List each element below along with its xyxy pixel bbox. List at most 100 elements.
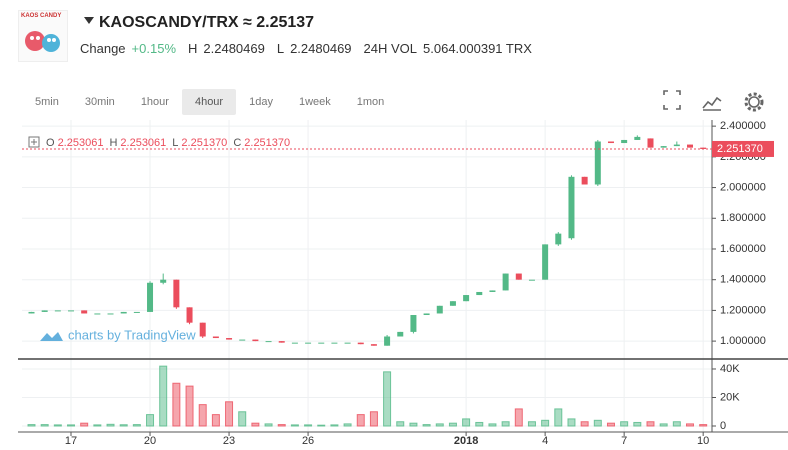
volume-bar	[40, 424, 49, 427]
volume-tick-label: 40K	[720, 363, 740, 375]
candle-body	[291, 342, 298, 344]
interval-button[interactable]: 1mon	[356, 96, 385, 108]
collapse-icon[interactable]	[28, 136, 40, 148]
pair-title[interactable]: KAOSCANDY/TRX ≈ 2.25137	[84, 14, 314, 32]
volume-bar	[251, 422, 260, 427]
candle-body	[81, 310, 88, 314]
volume-bar	[606, 422, 615, 427]
volume-bar	[527, 421, 536, 427]
ohlc-value: 2.251370	[244, 137, 290, 149]
volume-bar	[172, 382, 181, 427]
volume-bar	[67, 424, 76, 427]
candle-body	[357, 342, 364, 345]
candle-body	[278, 341, 285, 343]
candle-body	[305, 342, 312, 344]
candle-body	[634, 136, 641, 140]
volume-bar	[146, 414, 155, 427]
candle-body	[28, 311, 35, 314]
candle-body	[68, 310, 75, 312]
candle-body	[384, 336, 391, 346]
volume-bar	[53, 424, 62, 427]
x-tick-label: 26	[302, 435, 314, 447]
y-tick-label: 2.000000	[720, 181, 766, 193]
stat-value: +0.15%	[131, 41, 176, 56]
volume-bar	[290, 424, 299, 427]
volume-bar	[159, 365, 168, 427]
candle-body	[199, 322, 206, 337]
candle-body	[647, 138, 654, 148]
interval-button[interactable]: 1week	[298, 96, 331, 108]
volume-bar	[435, 423, 444, 427]
watermark-logo	[40, 332, 63, 341]
interval-button[interactable]: 30min	[84, 96, 115, 108]
stat-value: 2.2480469	[203, 41, 265, 56]
volume-bar	[462, 418, 471, 427]
candle-body	[54, 310, 61, 312]
y-tick-label: 1.800000	[720, 212, 766, 224]
collapse-icon-plus	[31, 139, 37, 145]
interval-button[interactable]: 5min	[35, 96, 59, 108]
stat-label: H	[188, 41, 198, 56]
volume-bar	[422, 424, 431, 427]
stat-label: L	[276, 41, 285, 56]
volume-bar	[501, 421, 510, 427]
volume-bar	[119, 424, 128, 427]
logo: KAOS CANDY	[18, 10, 68, 62]
candle-body	[555, 233, 562, 245]
candle-body	[173, 279, 180, 308]
candle-body	[528, 279, 535, 281]
volume-bar	[211, 414, 220, 427]
volume-bar	[198, 404, 207, 427]
volume-bar	[356, 414, 365, 427]
y-tick-label: 1.000000	[720, 335, 766, 347]
interval-button[interactable]: 1day	[249, 96, 273, 108]
volume-bar	[93, 424, 102, 427]
candle-body	[41, 310, 48, 312]
volume-bar	[659, 423, 668, 427]
volume-bar	[343, 423, 352, 427]
volume-bar	[672, 421, 681, 427]
candle-body	[344, 342, 351, 344]
candle-body	[449, 301, 456, 306]
candle-body	[594, 141, 601, 185]
candle-body	[687, 144, 693, 148]
volume-bar	[369, 411, 378, 427]
volume-bar	[514, 408, 523, 427]
volume-bar	[633, 421, 642, 427]
volume-bar	[330, 424, 339, 427]
volume-bar	[475, 421, 484, 427]
candle-body	[239, 339, 246, 341]
watermark-text: charts by TradingView	[68, 327, 196, 342]
volume-bar	[304, 424, 313, 427]
volume-bar	[27, 424, 36, 427]
x-tick-label: 7	[621, 435, 627, 447]
interval-button[interactable]: 1hour	[140, 96, 169, 108]
interval-button[interactable]: 4hour	[181, 89, 237, 115]
y-tick-label: 2.400000	[720, 120, 766, 132]
candle-body	[568, 176, 575, 239]
x-tick-label: 10	[697, 435, 709, 447]
candle-body	[463, 295, 470, 302]
candle-body	[147, 282, 154, 312]
volume-bar	[554, 408, 563, 427]
volume-bar	[238, 411, 247, 427]
candle-body	[621, 139, 628, 144]
candle-body	[607, 141, 614, 144]
volume-bar	[264, 423, 273, 427]
volume-bar	[448, 422, 457, 427]
last-price-box	[712, 140, 774, 157]
volume-bar	[580, 421, 589, 427]
stat: 24H VOL 5.064.000391 TRX	[364, 41, 532, 56]
volume-tick-label: 0	[720, 420, 726, 432]
x-tick-label: 4	[542, 435, 548, 447]
stat-label: Change	[80, 41, 126, 56]
interval-toolbar: 5min 30min 1hour 4hour 1day 1week 1mon	[22, 89, 397, 115]
watermark: charts by TradingView	[40, 327, 196, 342]
volume-bar	[225, 401, 234, 427]
volume-bar	[185, 385, 194, 427]
candle-body	[542, 244, 549, 280]
y-tick-label: 1.600000	[720, 243, 766, 255]
ohlc-value: 2.253061	[58, 137, 104, 149]
toolbar-icons[interactable]	[663, 90, 764, 112]
